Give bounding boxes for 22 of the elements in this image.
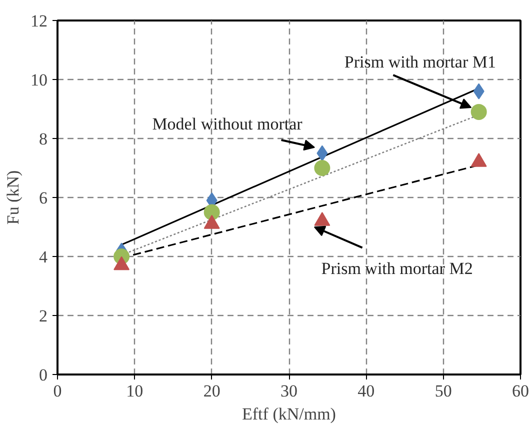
point bbox=[470, 104, 487, 120]
text: Prism with mortar M1 bbox=[344, 52, 496, 72]
y-tick-label: 12 bbox=[30, 12, 48, 30]
y-tick-label: 2 bbox=[39, 306, 48, 326]
y-tick-label: 0 bbox=[39, 366, 48, 384]
x-tick-label: 20 bbox=[203, 382, 220, 400]
y-tick-label: 8 bbox=[39, 130, 48, 148]
x-axis-title: Eftf (kN/mm) bbox=[242, 404, 336, 424]
y-tick-label: 10 bbox=[30, 70, 48, 90]
y-tick-label: 6 bbox=[39, 188, 48, 208]
x-tick-label: 10 bbox=[126, 382, 144, 400]
series-label: Prism with mortar M2 bbox=[321, 258, 473, 278]
y-axis-title: Fu (kN) bbox=[4, 170, 22, 225]
point bbox=[204, 204, 220, 220]
y-tick-label: 4 bbox=[39, 248, 48, 266]
point bbox=[314, 160, 330, 176]
x-tick-label: 60 bbox=[512, 382, 529, 400]
x-tick-label: 40 bbox=[358, 382, 375, 400]
series-label: Model without mortar bbox=[152, 114, 303, 134]
x-tick-label: 50 bbox=[434, 382, 452, 400]
x-tick-label: 0 bbox=[53, 382, 62, 400]
x-tick-label: 30 bbox=[280, 382, 298, 400]
